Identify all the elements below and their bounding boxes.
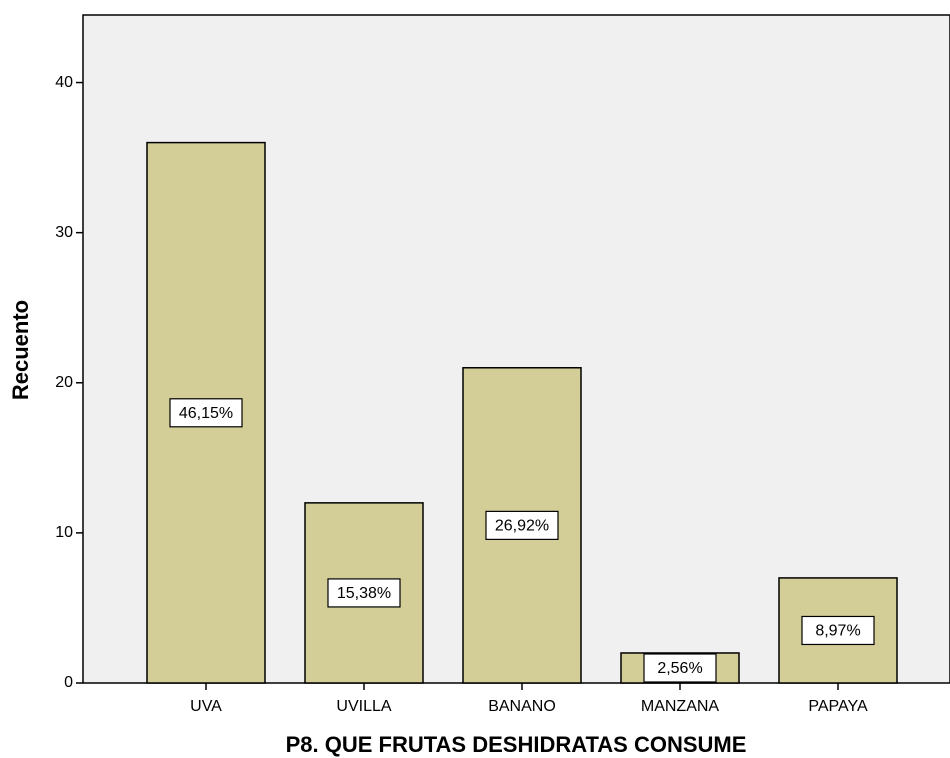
x-tick-label: UVA — [190, 698, 222, 715]
x-tick-label: UVILLA — [336, 698, 391, 715]
value-label-box — [643, 653, 717, 683]
y-tick-label: 20 — [55, 374, 73, 391]
value-label: 2,56% — [657, 660, 702, 677]
value-label: 15,38% — [337, 585, 391, 602]
y-tick-label: 0 — [64, 674, 73, 691]
value-label: 46,15% — [179, 405, 233, 422]
value-label: 26,92% — [495, 518, 549, 535]
value-label-box — [169, 398, 243, 428]
y-tick-label: 40 — [55, 74, 73, 91]
x-tick-label: MANZANA — [641, 698, 720, 715]
value-label-box — [485, 510, 559, 540]
y-tick-label: 30 — [55, 224, 73, 241]
value-label: 8,97% — [815, 623, 860, 640]
y-tick-label: 10 — [55, 524, 73, 541]
y-axis-title: Recuento — [8, 300, 33, 400]
x-axis-title: P8. QUE FRUTAS DESHIDRATAS CONSUME — [286, 732, 747, 757]
value-label-box — [801, 615, 875, 646]
value-label-box — [327, 578, 401, 608]
x-tick-label: PAPAYA — [808, 698, 868, 715]
x-tick-label: BANANO — [488, 698, 556, 715]
